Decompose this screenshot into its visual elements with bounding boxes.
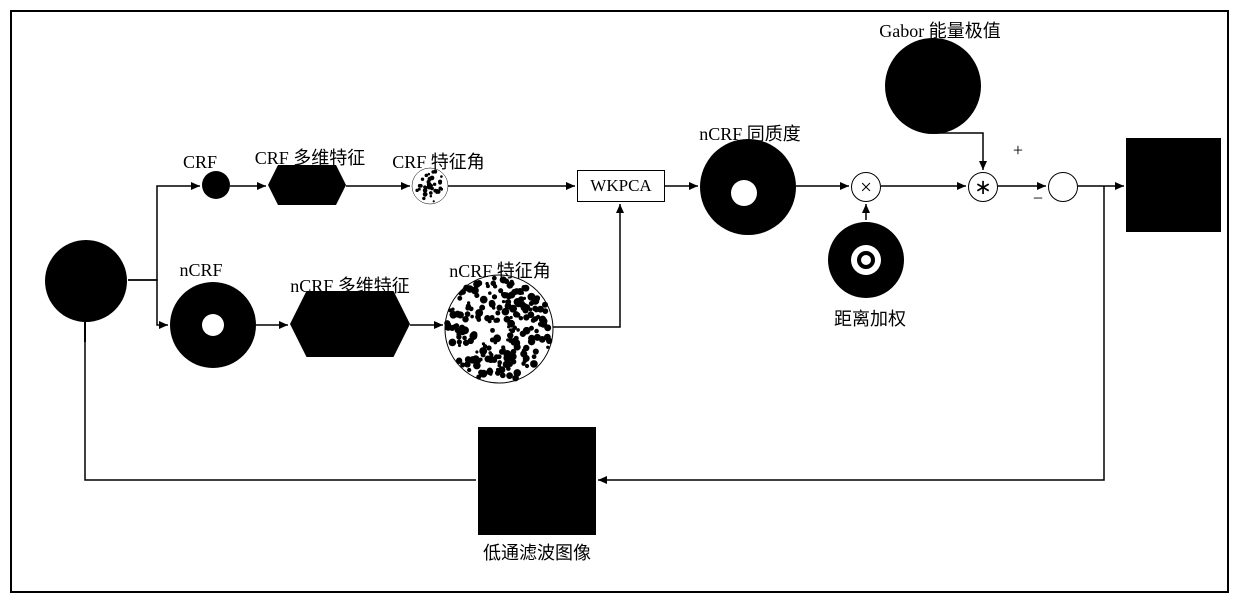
edges-layer (0, 0, 1239, 603)
wkpca-box: WKPCA (577, 170, 665, 202)
crf-label: CRF (180, 152, 220, 173)
crf-feature-hex (268, 165, 346, 205)
convolve-op: ∗ (968, 172, 998, 202)
ncrf-hom-hole (731, 180, 757, 206)
arrowhead-7 (616, 204, 624, 213)
arrowhead-11 (957, 182, 966, 190)
ncrf-label: nCRF (174, 260, 228, 281)
ncrf-hom-label: nCRF 同质度 (695, 120, 805, 146)
lowpass-square (478, 427, 596, 535)
ncrf-feature-label: nCRF 多维特征 (285, 272, 415, 298)
gabor-circle (885, 38, 981, 134)
ncrf-angle-label: nCRF 特征角 (445, 257, 555, 283)
multiply-op: × (851, 172, 881, 202)
output-square (1126, 138, 1221, 232)
lowpass-label: 低通滤波图像 (476, 539, 598, 565)
crf-node (202, 171, 230, 199)
edge-7 (553, 204, 620, 327)
arrowhead-14 (1115, 182, 1124, 190)
minus-sign: − (1028, 188, 1048, 209)
gabor-label: Gabor 能量极值 (870, 17, 1010, 43)
arrowhead-0 (191, 182, 200, 190)
arrowhead-2 (257, 182, 266, 190)
arrowhead-12 (979, 161, 987, 170)
edge-1 (128, 280, 168, 325)
arrowhead-3 (401, 182, 410, 190)
source-circle (45, 240, 127, 322)
distw-inner-gap (851, 245, 881, 275)
arrowhead-15 (598, 476, 607, 484)
distw-label: 距离加权 (830, 305, 910, 331)
subtract-op (1048, 172, 1078, 202)
plus-sign: + (1008, 140, 1028, 161)
arrowhead-5 (279, 321, 288, 329)
arrowhead-9 (840, 182, 849, 190)
edge-12 (934, 133, 983, 170)
arrowhead-10 (862, 204, 870, 213)
ncrf-feature-hex (290, 291, 410, 357)
arrowhead-4 (566, 182, 575, 190)
crf-angle-label: CRF 特征角 (391, 148, 486, 174)
ncrf-angle-texture (444, 275, 553, 383)
edge-16 (85, 342, 476, 480)
ncrf-donut-hole (202, 314, 224, 336)
arrowhead-1 (159, 321, 168, 329)
crf-feature-label: CRF 多维特征 (250, 144, 370, 170)
arrowhead-8 (689, 182, 698, 190)
arrowhead-6 (434, 321, 443, 329)
